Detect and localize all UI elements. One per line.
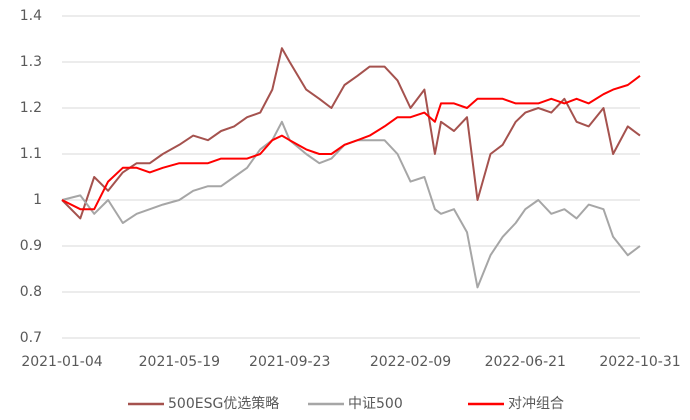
legend-label: 中证500 [348, 396, 403, 412]
x-tick-label: 2021-01-04 [21, 354, 102, 370]
x-tick-label: 2022-06-21 [485, 354, 566, 370]
legend-label: 对冲组合 [508, 396, 564, 412]
y-tick-label: 0.7 [20, 330, 42, 346]
y-tick-label: 1.2 [20, 100, 42, 116]
legend-label: 500ESG优选策略 [168, 395, 279, 412]
y-tick-label: 0.9 [20, 238, 42, 254]
x-tick-label: 2021-05-19 [139, 354, 220, 370]
x-tick-label: 2022-02-09 [370, 354, 451, 370]
y-tick-label: 1.4 [20, 8, 42, 24]
y-tick-label: 1.3 [20, 54, 42, 70]
x-tick-label: 2021-09-23 [249, 354, 330, 370]
y-tick-label: 0.8 [20, 284, 42, 300]
line-series [61, 75, 641, 211]
line-series [61, 47, 641, 220]
y-tick-label: 1.1 [20, 146, 42, 162]
x-tick-label: 2022-10-31 [599, 354, 680, 370]
line-series [61, 120, 641, 289]
y-tick-label: 1 [33, 192, 42, 208]
